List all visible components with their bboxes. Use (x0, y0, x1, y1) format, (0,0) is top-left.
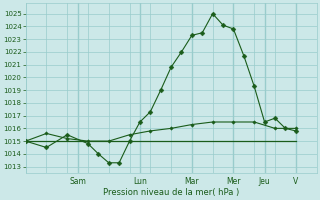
X-axis label: Pression niveau de la mer( hPa ): Pression niveau de la mer( hPa ) (103, 188, 239, 197)
